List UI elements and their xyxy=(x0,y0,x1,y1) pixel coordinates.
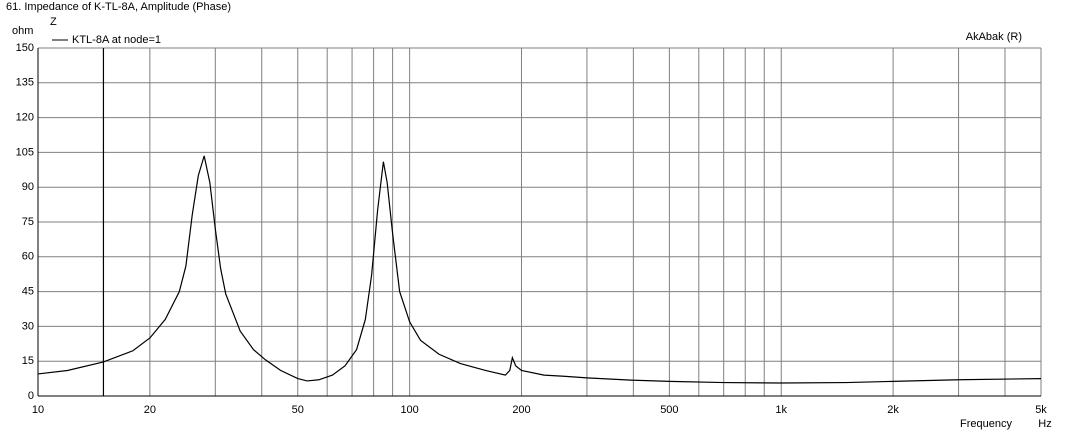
x-unit: Hz xyxy=(1038,418,1051,430)
y-tick-label: 150 xyxy=(16,42,34,54)
x-tick-label: 100 xyxy=(400,404,418,416)
chart-title: 61. Impedance of K-TL-8A, Amplitude (Pha… xyxy=(6,1,231,13)
y-tick-label: 75 xyxy=(22,216,34,228)
y-label: Z xyxy=(50,16,57,28)
x-label: Frequency xyxy=(960,418,1012,430)
y-tick-label: 60 xyxy=(22,251,34,263)
x-tick-label: 5k xyxy=(1035,404,1047,416)
y-tick-label: 105 xyxy=(16,146,34,158)
y-tick-label: 135 xyxy=(16,77,34,89)
x-tick-label: 500 xyxy=(660,404,678,416)
y-tick-label: 30 xyxy=(22,320,34,332)
y-unit: ohm xyxy=(12,25,33,37)
y-tick-label: 45 xyxy=(22,286,34,298)
y-tick-label: 90 xyxy=(22,181,34,193)
x-tick-label: 1k xyxy=(775,404,787,416)
brand: AkAbak (R) xyxy=(966,31,1022,43)
y-tick-label: 0 xyxy=(28,390,34,402)
series-line xyxy=(37,155,1042,384)
legend-label: KTL-8A at node=1 xyxy=(72,34,161,46)
y-tick-label: 120 xyxy=(16,112,34,124)
y-tick-label: 15 xyxy=(22,355,34,367)
x-tick-label: 20 xyxy=(144,404,156,416)
x-tick-label: 2k xyxy=(887,404,899,416)
x-tick-label: 10 xyxy=(32,404,44,416)
x-tick-label: 50 xyxy=(292,404,304,416)
x-tick-label: 200 xyxy=(512,404,530,416)
